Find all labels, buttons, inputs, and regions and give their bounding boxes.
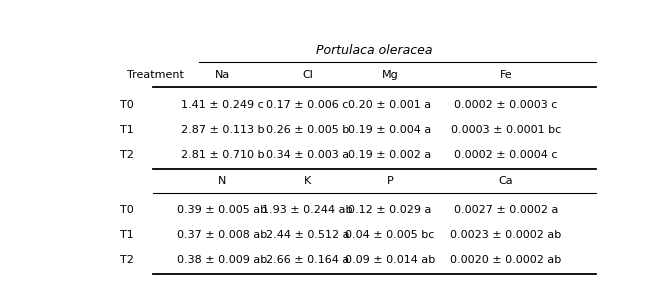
- Text: 0.0002 ± 0.0003 c: 0.0002 ± 0.0003 c: [454, 100, 557, 110]
- Text: T2: T2: [120, 150, 134, 160]
- Text: 2.66 ± 0.164 a: 2.66 ± 0.164 a: [266, 255, 349, 265]
- Text: 0.0003 ± 0.0001 bc: 0.0003 ± 0.0001 bc: [451, 125, 561, 135]
- Text: Treatment: Treatment: [127, 70, 184, 80]
- Text: T2: T2: [120, 255, 134, 265]
- Text: Portulaca oleracea: Portulaca oleracea: [316, 44, 432, 57]
- Text: 2.44 ± 0.512 a: 2.44 ± 0.512 a: [265, 230, 349, 240]
- Text: 0.38 ± 0.009 ab: 0.38 ± 0.009 ab: [177, 255, 267, 265]
- Text: 2.87 ± 0.113 b: 2.87 ± 0.113 b: [180, 125, 264, 135]
- Text: 0.04 ± 0.005 bc: 0.04 ± 0.005 bc: [345, 230, 434, 240]
- Text: 0.20 ± 0.001 a: 0.20 ± 0.001 a: [348, 100, 432, 110]
- Text: 0.17 ± 0.006 c: 0.17 ± 0.006 c: [266, 100, 348, 110]
- Text: 1.93 ± 0.244 ab: 1.93 ± 0.244 ab: [262, 205, 352, 215]
- Text: Na: Na: [215, 70, 230, 80]
- Text: 0.19 ± 0.002 a: 0.19 ± 0.002 a: [348, 150, 432, 160]
- Text: 0.0027 ± 0.0002 a: 0.0027 ± 0.0002 a: [454, 205, 558, 215]
- Text: 2.81 ± 0.710 b: 2.81 ± 0.710 b: [180, 150, 264, 160]
- Text: N: N: [218, 176, 227, 186]
- Text: 1.41 ± 0.249 c: 1.41 ± 0.249 c: [181, 100, 263, 110]
- Text: K: K: [304, 176, 311, 186]
- Text: 0.37 ± 0.008 ab: 0.37 ± 0.008 ab: [177, 230, 267, 240]
- Text: 0.09 ± 0.014 ab: 0.09 ± 0.014 ab: [344, 255, 435, 265]
- Text: T0: T0: [120, 205, 134, 215]
- Text: T1: T1: [120, 230, 134, 240]
- Text: Mg: Mg: [382, 70, 398, 80]
- Text: 0.34 ± 0.003 a: 0.34 ± 0.003 a: [266, 150, 349, 160]
- Text: Ca: Ca: [499, 176, 513, 186]
- Text: 0.0020 ± 0.0002 ab: 0.0020 ± 0.0002 ab: [450, 255, 561, 265]
- Text: T0: T0: [120, 100, 134, 110]
- Text: 0.0023 ± 0.0002 ab: 0.0023 ± 0.0002 ab: [450, 230, 561, 240]
- Text: 0.39 ± 0.005 ab: 0.39 ± 0.005 ab: [177, 205, 267, 215]
- Text: 0.19 ± 0.004 a: 0.19 ± 0.004 a: [348, 125, 432, 135]
- Text: T1: T1: [120, 125, 134, 135]
- Text: 0.12 ± 0.029 a: 0.12 ± 0.029 a: [348, 205, 432, 215]
- Text: P: P: [386, 176, 393, 186]
- Text: 0.26 ± 0.005 b: 0.26 ± 0.005 b: [266, 125, 349, 135]
- Text: 0.0002 ± 0.0004 c: 0.0002 ± 0.0004 c: [454, 150, 557, 160]
- Text: Cl: Cl: [302, 70, 313, 80]
- Text: Fe: Fe: [499, 70, 512, 80]
